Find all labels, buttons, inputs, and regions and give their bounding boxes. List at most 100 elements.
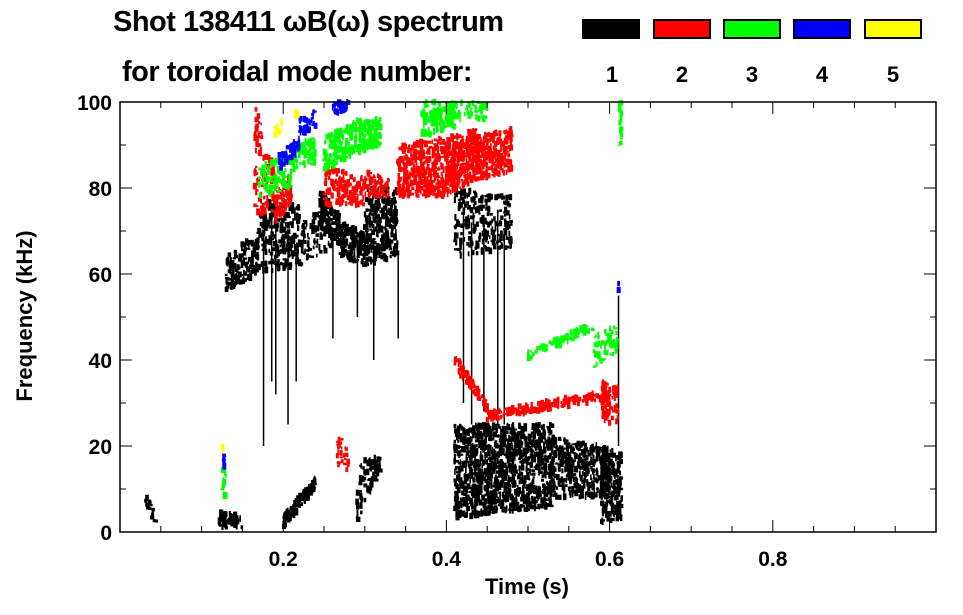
spectrum-cell-mode-1 [551, 455, 554, 459]
spectrum-cell-mode-1 [387, 219, 390, 222]
spectrum-cell-mode-1 [483, 244, 487, 249]
spectrum-cell-mode-1 [552, 490, 555, 493]
spectrum-cell-mode-2 [473, 388, 476, 396]
spectrum-cell-mode-1 [487, 504, 491, 510]
spectrum-cell-mode-2 [410, 150, 412, 158]
spectrum-cell-mode-1 [498, 460, 503, 468]
spectrum-cell-mode-2 [477, 136, 481, 140]
spectrum-cell-mode-1 [491, 456, 494, 461]
spectrum-cell-mode-2 [469, 145, 473, 153]
spectrum-cell-mode-1 [344, 243, 347, 248]
spectrum-cell-mode-1 [355, 259, 359, 263]
spectrum-cell-mode-1 [581, 441, 586, 446]
spectrum-cell-mode-1 [283, 235, 286, 240]
spectrum-cell-mode-1 [388, 207, 390, 214]
spectrum-cell-mode-2 [273, 195, 278, 199]
spectrum-cell-mode-1 [323, 228, 328, 234]
legend-swatch-mode-4 [793, 19, 851, 39]
spectrum-cell-mode-1 [573, 483, 577, 489]
spectrum-cell-mode-2 [427, 156, 432, 162]
spectrum-cell-mode-1 [508, 508, 512, 511]
spectrum-cell-mode-1 [495, 428, 498, 433]
spectrum-cell-mode-1 [487, 469, 490, 474]
spectrum-cell-mode-1 [316, 238, 319, 245]
spectrum-cell-mode-1 [323, 211, 327, 219]
spectrum-cell-mode-1 [530, 505, 534, 510]
spectrum-cell-mode-1 [272, 241, 276, 247]
spectrum-cell-mode-2 [494, 409, 499, 415]
spectrum-cell-mode-1 [496, 222, 500, 227]
spectrum-cell-mode-1 [620, 503, 624, 509]
spectrum-cell-mode-1 [294, 507, 298, 515]
spectrum-cell-mode-2 [486, 162, 489, 166]
spectrum-cell-mode-1 [255, 263, 259, 268]
streak-mode-1 [295, 252, 297, 382]
spectrum-cell-mode-1 [616, 493, 619, 500]
spectrum-cell-mode-1 [468, 464, 471, 468]
spectrum-cell-mode-2 [405, 181, 409, 185]
spectrum-cell-mode-1 [469, 463, 472, 467]
spectrum-cell-mode-1 [346, 250, 349, 254]
spectrum-cell-mode-2 [257, 210, 261, 214]
spectrum-cell-mode-2 [503, 130, 506, 134]
spectrum-cell-mode-2 [397, 183, 399, 187]
spectrum-cell-mode-1 [381, 234, 385, 242]
spectrum-cell-mode-1 [581, 451, 585, 455]
spectrum-cell-mode-2 [376, 173, 380, 178]
spectrum-cell-mode-1 [364, 244, 368, 250]
spectrum-cell-mode-1 [284, 259, 288, 263]
spectrum-cell-mode-1 [500, 440, 503, 446]
spectrum-cell-mode-1 [491, 229, 496, 233]
spectrum-cell-mode-1 [337, 231, 340, 238]
spectrum-cell-mode-2 [339, 202, 342, 207]
spectrum-cell-mode-2 [461, 150, 465, 154]
spectrum-cell-mode-1 [489, 506, 493, 511]
spectrum-cell-mode-2 [282, 198, 284, 202]
chart-subtitle: for toroidal mode number: [122, 56, 473, 88]
spectrum-cell-mode-2 [287, 191, 291, 194]
spectrum-cell-mode-1 [536, 428, 540, 433]
spectrum-cell-mode-2 [589, 393, 593, 398]
spectrum-cell-mode-1 [540, 424, 545, 430]
spectrum-cell-mode-1 [467, 432, 470, 436]
spectrum-cell-mode-1 [147, 507, 152, 511]
spectrum-cell-mode-2 [432, 166, 436, 173]
spectrum-cell-mode-1 [553, 473, 558, 477]
spectrum-cell-mode-1 [569, 461, 573, 468]
spectrum-cell-mode-1 [229, 513, 232, 516]
spectrum-cell-mode-1 [285, 231, 289, 236]
spectrum-cell-mode-1 [303, 496, 306, 502]
spectrum-cell-mode-1 [485, 423, 489, 428]
spectrum-cell-mode-2 [457, 361, 460, 367]
spectrum-cell-mode-2 [403, 168, 406, 175]
spectrum-cell-mode-1 [477, 494, 480, 500]
spectrum-cell-mode-1 [541, 502, 544, 506]
spectrum-cell-mode-1 [470, 450, 475, 457]
spectrum-cell-mode-1 [537, 457, 541, 464]
spectrum-cell-mode-1 [611, 518, 615, 521]
spectrum-cell-mode-1 [300, 495, 304, 501]
spectrum-cell-mode-1 [234, 251, 238, 255]
spectrum-cell-mode-1 [543, 456, 546, 461]
spectrum-cell-mode-2 [411, 192, 415, 196]
spectrum-cell-mode-1 [474, 466, 477, 473]
spectrum-cell-mode-1 [372, 238, 376, 241]
spectrum-cell-mode-1 [455, 514, 460, 521]
spectrum-cell-mode-2 [450, 163, 454, 167]
spectrum-cell-mode-1 [516, 484, 519, 488]
spectrum-cell-mode-2 [401, 186, 404, 192]
spectrum-cell-mode-1 [505, 430, 509, 435]
spectrum-cell-mode-2 [363, 182, 367, 187]
spectrum-cell-mode-1 [497, 245, 502, 249]
spectrum-cell-mode-1 [577, 486, 581, 494]
spectrum-cell-mode-1 [460, 202, 464, 208]
spectrum-cell-mode-1 [241, 242, 246, 247]
spectrum-cell-mode-1 [453, 458, 456, 465]
spectrum-cell-mode-1 [567, 472, 571, 476]
spectrum-cell-mode-1 [487, 450, 491, 457]
spectrum-cell-mode-1 [393, 238, 398, 241]
spectrum-cell-mode-1 [484, 234, 488, 241]
spectrum-cell-mode-1 [285, 512, 287, 520]
spectrum-cell-mode-1 [571, 485, 575, 493]
spectrum-cell-mode-1 [516, 469, 518, 474]
